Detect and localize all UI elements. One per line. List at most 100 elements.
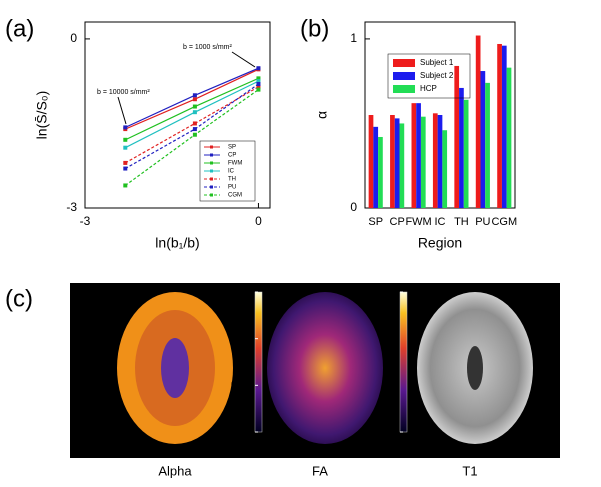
marker — [123, 160, 128, 165]
series-line — [125, 68, 259, 130]
colorbar-tick-label: 1 — [242, 330, 249, 345]
marker — [192, 93, 197, 98]
marker — [192, 127, 197, 132]
y-tick-label: -3 — [66, 200, 77, 214]
fa-map — [267, 292, 383, 444]
legend-marker — [210, 193, 213, 197]
legend-marker — [210, 161, 213, 165]
legend-marker — [210, 185, 213, 189]
bar — [399, 123, 405, 208]
bar — [373, 126, 379, 208]
bar — [416, 103, 421, 208]
legend-swatch — [393, 59, 415, 67]
bar — [420, 116, 426, 208]
colorbar-tick-label: 0 — [242, 423, 249, 438]
bar — [480, 71, 486, 208]
panel-label: (a) — [5, 15, 34, 42]
bar — [378, 136, 383, 208]
x-tick-label: SP — [368, 216, 383, 228]
bar — [475, 35, 481, 209]
x-tick-label: CGM — [491, 216, 517, 228]
marker — [123, 183, 128, 188]
bar — [442, 130, 448, 208]
x-tick-label: 0 — [255, 214, 262, 228]
annotation-arrow — [117, 96, 127, 125]
legend-marker — [210, 145, 213, 149]
y-tick-label: 0 — [70, 31, 77, 45]
legend-box — [199, 140, 256, 202]
panel-label: (b) — [300, 15, 329, 42]
marker — [123, 166, 128, 171]
t1-ventricle — [467, 346, 483, 390]
x-tick-label: TH — [454, 216, 469, 228]
marker — [123, 137, 128, 142]
bar — [454, 65, 460, 208]
legend-swatch — [393, 85, 415, 93]
image-caption: T1 — [462, 463, 477, 478]
colorbar-tick-label: 0 — [387, 423, 394, 438]
marker — [192, 97, 197, 102]
marker — [256, 76, 261, 81]
legend-label: SP — [228, 145, 236, 151]
legend-label: CGM — [228, 193, 242, 199]
legend-label: IC — [228, 169, 235, 175]
legend-label: Subject 1 — [420, 58, 454, 67]
marker — [123, 125, 128, 130]
series-line — [124, 86, 259, 164]
bar — [506, 67, 512, 209]
x-tick-label: PU — [475, 216, 490, 228]
marker — [256, 87, 261, 92]
y-tick-label: 1 — [350, 31, 357, 45]
legend-marker — [210, 169, 213, 173]
marker — [256, 79, 261, 84]
annotation: b = 10000 s/mm² — [97, 89, 150, 96]
bar — [459, 87, 464, 208]
bar — [390, 115, 395, 208]
legend-marker — [210, 177, 213, 181]
legend-label: PU — [228, 185, 236, 191]
plot-frame — [84, 21, 271, 209]
annotation-arrow — [231, 51, 256, 68]
bar — [411, 103, 417, 208]
x-tick-label: -3 — [80, 214, 91, 228]
bar — [497, 43, 502, 209]
colorbar — [254, 291, 263, 433]
x-axis-label: Region — [418, 235, 462, 251]
colorbar — [399, 291, 408, 433]
bar — [394, 118, 400, 208]
legend-label: TH — [228, 177, 236, 183]
y-axis-label: α — [314, 111, 330, 119]
legend-label: FWM — [228, 161, 242, 167]
marker — [192, 121, 197, 126]
x-tick-label: IC — [435, 216, 446, 228]
legend-marker — [210, 153, 213, 157]
x-tick-label: FWM — [405, 216, 431, 228]
y-tick-label: 0 — [350, 200, 357, 214]
annotation: b = 1000 s/mm² — [183, 44, 232, 51]
bar — [432, 113, 438, 208]
bar — [463, 99, 469, 208]
legend-swatch — [393, 72, 415, 80]
y-axis-label: ln(S̄/S₀) — [34, 91, 50, 140]
colorbar-tick-label: 1.5 — [231, 283, 249, 298]
legend-label: HCP — [420, 84, 437, 93]
marker — [123, 145, 128, 150]
legend-label: Subject 2 — [420, 71, 454, 80]
image-caption: FA — [312, 463, 328, 478]
image-caption: Alpha — [158, 463, 192, 478]
colorbar-tick-label: 1 — [387, 283, 394, 298]
x-axis-label: ln(b₁/b) — [155, 235, 199, 251]
legend-box — [387, 53, 471, 99]
alpha-map-core — [161, 338, 189, 398]
marker — [256, 84, 261, 89]
x-tick-label: CP — [390, 216, 405, 228]
bar — [501, 45, 507, 208]
colorbar-tick-label: 0.5 — [231, 377, 249, 392]
bar — [485, 82, 490, 208]
marker — [192, 132, 197, 137]
marker — [192, 104, 197, 109]
bar — [437, 115, 443, 208]
marker — [256, 66, 261, 71]
